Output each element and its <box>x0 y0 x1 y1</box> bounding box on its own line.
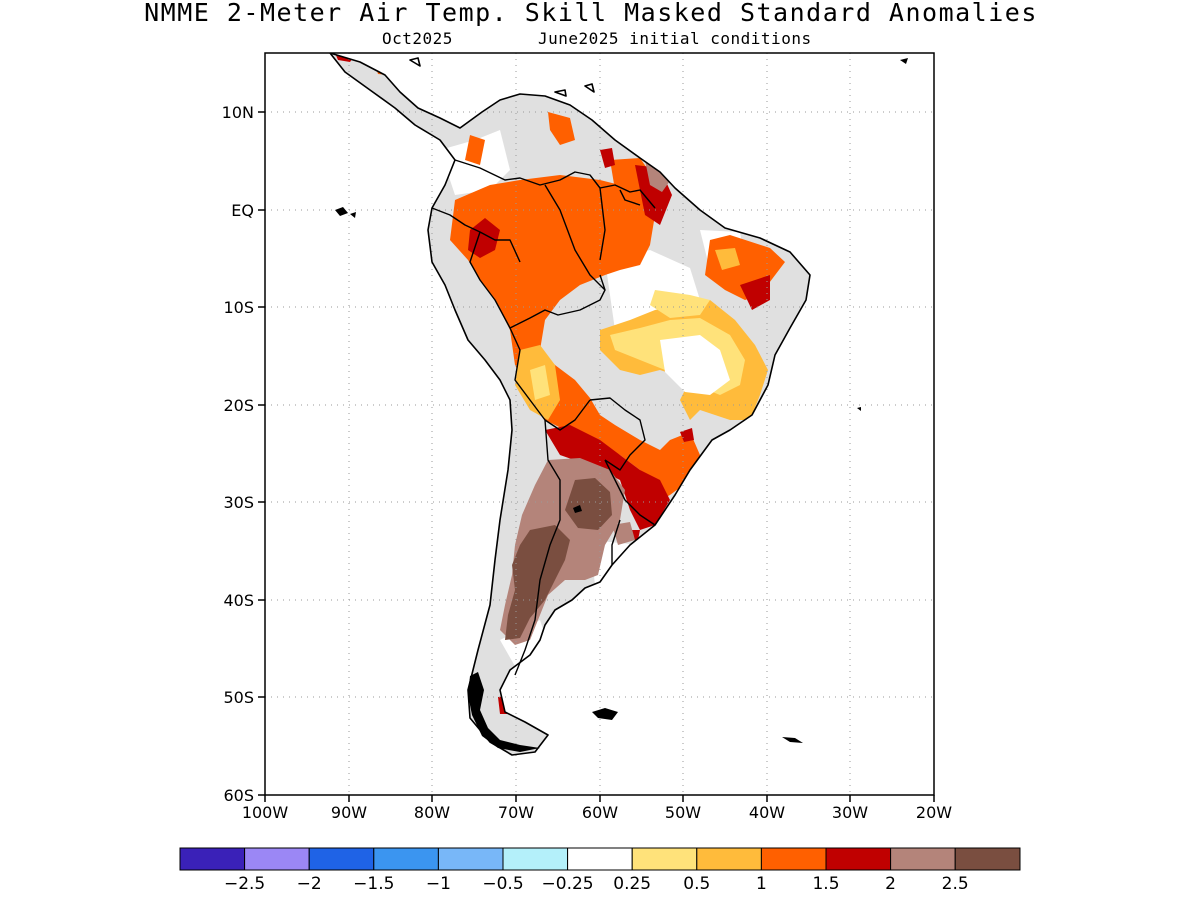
anomaly-cat-1-5 <box>335 53 770 714</box>
figure-title: NMME 2-Meter Air Temp. Skill Masked Stan… <box>144 0 1038 27</box>
colorbar-bin <box>502 847 569 871</box>
lon-tick-label: 50W <box>665 803 701 822</box>
colorbar-bin <box>373 847 439 871</box>
colorbar-bin <box>954 847 1021 871</box>
coastlines <box>329 53 908 756</box>
lon-tick-label: 30W <box>832 803 868 822</box>
colorbar-bin <box>437 847 504 871</box>
colorbar-bin <box>567 847 633 871</box>
lat-tick-label: EQ <box>231 201 254 220</box>
lon-tick-label: 40W <box>749 803 785 822</box>
country-borders <box>431 159 656 676</box>
lat-tick-label: 30S <box>223 493 254 512</box>
lon-tick-label: 90W <box>331 803 367 822</box>
colorbar-label: −0.5 <box>482 874 523 894</box>
colorbar-label: 2.5 <box>942 874 969 894</box>
lon-tick-label: 100W <box>242 803 289 822</box>
lat-tick-label: 10N <box>222 103 254 122</box>
colorbar-label: −2.5 <box>224 874 265 894</box>
patagonian-archipelago <box>468 672 540 752</box>
colorbar-bin <box>696 847 762 871</box>
colorbar: −2.5 −2 −1.5 −1 −0.5 −0.25 0.25 0.5 1 1.… <box>179 847 1021 894</box>
colorbar-bin <box>179 847 246 871</box>
colorbar-label: 0.5 <box>683 874 710 894</box>
colorbar-bin <box>890 847 956 871</box>
anomaly-cat-2 <box>500 158 672 645</box>
colorbar-label: 1.5 <box>812 874 839 894</box>
colorbar-label: −1 <box>426 874 451 894</box>
lon-tick-label: 20W <box>916 803 952 822</box>
lat-tick-label: 60S <box>223 786 254 805</box>
subtitle-initial-conditions: June2025 initial conditions <box>538 29 812 48</box>
colorbar-label: 1 <box>756 874 767 894</box>
lat-axis: 10N EQ 10S 20S 30S 40S 50S 60S <box>222 103 265 805</box>
colorbar-bin <box>244 847 310 871</box>
lat-tick-label: 50S <box>223 688 254 707</box>
lat-tick-label: 20S <box>223 396 254 415</box>
colorbar-bin <box>308 847 375 871</box>
lon-axis: 100W 90W 80W 70W 60W 50W 40W 30W 20W <box>242 795 952 822</box>
lon-tick-label: 60W <box>582 803 618 822</box>
map-panel <box>264 52 935 796</box>
lon-tick-label: 80W <box>414 803 450 822</box>
colorbar-bin <box>825 847 892 871</box>
colorbar-bin <box>760 847 827 871</box>
lake-titicaca-speck <box>573 505 582 513</box>
near-normal-core <box>660 335 730 395</box>
colorbar-bins <box>179 847 1021 871</box>
colorbar-label: 2 <box>885 874 896 894</box>
colorbar-label: −1.5 <box>353 874 394 894</box>
anomaly-cat-1 <box>375 65 785 505</box>
lat-tick-label: 40S <box>223 591 254 610</box>
subtitle-month: Oct2025 <box>382 29 453 48</box>
anomaly-cat-2-5 <box>505 478 612 640</box>
south-georgia <box>782 737 803 743</box>
lat-tick-label: 10S <box>223 298 254 317</box>
colorbar-bin <box>631 847 698 871</box>
colorbar-label: −2 <box>297 874 322 894</box>
colorbar-label: −0.25 <box>542 874 594 894</box>
lon-tick-label: 70W <box>498 803 534 822</box>
galapagos-islands <box>335 207 356 218</box>
falkland-islands <box>592 708 618 720</box>
colorbar-label: 0.25 <box>613 874 651 894</box>
near-normal-white-patch <box>440 130 760 675</box>
